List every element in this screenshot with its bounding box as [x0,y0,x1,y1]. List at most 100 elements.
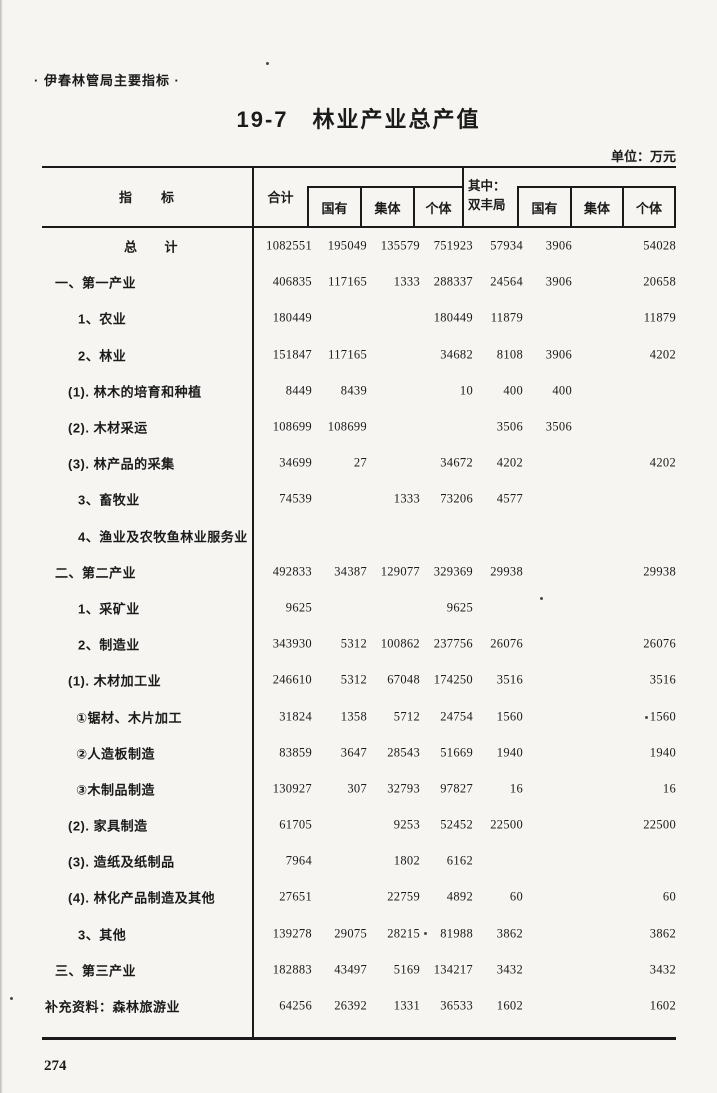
table-row: (2). 木材采运 108699 108699 3506 3506 [42,409,676,445]
scan-speck [645,716,648,719]
cell-value: 134217 [433,962,473,977]
row-label: (3). 造纸及纸制品 [68,854,175,870]
cell-value: 54028 [643,238,676,253]
cell-value: 406835 [272,274,312,289]
row-label: 4、渔业及农牧鱼林业服务业 [78,529,248,545]
cell-value: 3516 [496,672,523,687]
header-state-owned-2: 国有 [517,186,572,228]
running-header: · 伊春林管局主要指标 · [34,73,180,88]
cell-value: 28543 [387,745,420,760]
cell-value: 11879 [643,310,676,325]
table-top-rule [42,166,676,168]
cell-value: 24564 [490,274,523,289]
cell-value: 5312 [340,636,367,651]
cell-value: 1560 [649,709,676,724]
cell-value: 108699 [327,419,367,434]
cell-value: 27651 [279,889,312,904]
table-row: (3). 造纸及纸制品 7964 1802 6162 [42,843,676,879]
table-row: 1、农业 180449 180449 11879 11879 [42,300,676,336]
cell-value: 10 [459,383,473,398]
cell-value: 751923 [433,238,473,253]
scan-edge-artifact [0,0,3,1093]
table-rows: 总 计 1082551 195049 135579 751923 57934 3906 540… [42,228,676,1024]
row-label: 3、其他 [78,927,127,943]
cell-value: 343930 [272,636,312,651]
header-indicator: 指 标 [118,189,175,205]
cell-value: 9625 [446,600,473,615]
cell-value: 130927 [272,781,312,796]
cell-value: 1940 [649,745,676,760]
page-title: 19-7 林业产业总产值 [236,107,481,132]
header-individual-2: 个体 [622,186,676,228]
header-state-owned-1: 国有 [307,186,362,228]
row-label: 二、第二产业 [55,565,137,581]
table-row: (1). 林木的培育和种植 8449 8439 10 400 400 [42,373,676,409]
table-row: 二、第二产业 492833 34387 129077 329369 29938 29938 [42,554,676,590]
cell-value: 4892 [446,889,473,904]
cell-value: 3862 [649,926,676,941]
cell-value: 180449 [272,310,312,325]
table-row: ③木制品制造 130927 307 32793 97827 16 16 [42,771,676,807]
cell-value: 100862 [380,636,420,651]
cell-value: 3647 [340,745,367,760]
cell-value: 246610 [272,672,312,687]
cell-value: 60 [509,889,523,904]
cell-value: 3432 [496,962,523,977]
cell-value: 1331 [393,998,420,1013]
cell-value: 492833 [272,564,312,579]
cell-value: 1940 [496,745,523,760]
cell-value: 5312 [340,672,367,687]
cell-value: 8439 [340,383,367,398]
table-row: (1). 木材加工业 246610 5312 67048 174250 3516 3516 [42,662,676,698]
cell-value: 3906 [545,347,572,362]
cell-value: 288337 [433,274,473,289]
table-row: 补充资料：森林旅游业 64256 26392 1331 36533 1602 1602 [42,988,676,1024]
cell-value: 1602 [496,998,523,1013]
header-shuangfeng-bureau: 其中： 双丰局 [468,179,506,212]
header-collective-1: 集体 [360,186,415,228]
table-row: 三、第三产业 182883 43497 5169 134217 3432 3432 [42,952,676,988]
cell-value: 31824 [279,709,312,724]
unit-note: 单位：万元 [610,149,676,164]
cell-value: 139278 [272,926,312,941]
cell-value: 29938 [490,564,523,579]
cell-value: 11879 [490,310,523,325]
cell-value: 8108 [496,347,523,362]
cell-value: 81988 [440,926,473,941]
cell-value: 4202 [649,347,676,362]
cell-value: 29075 [334,926,367,941]
table-row: 总 计 1082551 195049 135579 751923 57934 3906 540… [42,228,676,264]
table-row: ②人造板制造 83859 3647 28543 51669 1940 1940 [42,735,676,771]
scan-speck [266,62,269,65]
cell-value: 9253 [393,817,420,832]
cell-value: 1082551 [266,238,312,253]
cell-value: 1802 [393,853,420,868]
cell-value: 73206 [440,491,473,506]
cell-value: 32793 [387,781,420,796]
cell-value: 1602 [649,998,676,1013]
header-individual-1: 个体 [413,186,464,228]
header-total: 合计 [267,189,294,205]
cell-value: 16 [662,781,676,796]
cell-value: 52452 [440,817,473,832]
cell-value: 182883 [272,962,312,977]
table-row: (3). 林产品的采集 34699 27 34672 4202 4202 [42,445,676,481]
header-collective-2: 集体 [570,186,624,228]
cell-value: 64256 [279,998,312,1013]
cell-value: 6162 [446,853,473,868]
table-row: 3、畜牧业 74539 1333 73206 4577 [42,481,676,517]
cell-value: 61705 [279,817,312,832]
table-row: 3、其他 139278 29075 28215 81988 3862 3862 [42,916,676,952]
row-label: (3). 林产品的采集 [68,456,175,472]
cell-value: 400 [503,383,523,398]
cell-value: 22759 [387,889,420,904]
cell-value: 83859 [279,745,312,760]
row-label: (1). 林木的培育和种植 [68,384,202,400]
row-label: 3、畜牧业 [78,492,140,508]
cell-value: 4202 [649,455,676,470]
row-label: ③木制品制造 [76,782,156,798]
cell-value: 135579 [380,238,420,253]
cell-value: 34682 [440,347,473,362]
table-row: 一、第一产业 406835 117165 1333 288337 24564 3906 206… [42,264,676,300]
